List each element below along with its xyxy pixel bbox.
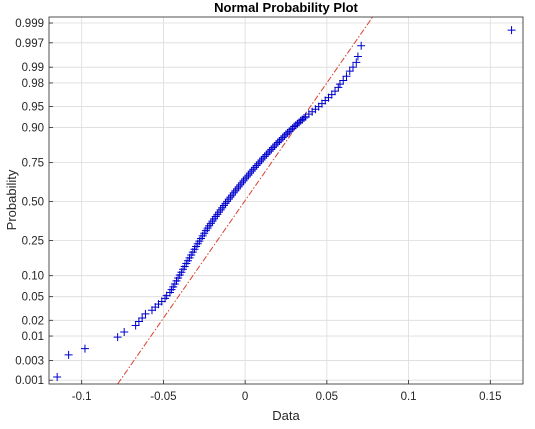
reference-line — [117, 16, 374, 385]
data-point — [249, 165, 258, 174]
data-point — [352, 58, 361, 67]
data-point — [507, 26, 516, 35]
axes-background — [49, 17, 523, 384]
data-points — [53, 26, 516, 382]
data-point — [239, 176, 248, 185]
data-point — [247, 167, 256, 176]
data-point — [131, 321, 140, 330]
x-tick-label: -0.1 — [72, 391, 92, 403]
data-point — [335, 80, 344, 89]
data-point — [331, 87, 340, 96]
y-tick-label: 0.999 — [15, 18, 44, 30]
data-point — [317, 99, 326, 108]
data-point — [264, 148, 273, 157]
y-ticks: 0.001 0.003 0.01 0.02 0.05 0.10 0.25 0.50 0.75 0.… — [15, 18, 53, 387]
data-point — [278, 133, 287, 142]
chart-title: Normal Probability Plot — [214, 0, 358, 15]
data-point — [234, 182, 243, 191]
y-tick-label: 0.05 — [22, 292, 44, 304]
data-point — [273, 138, 282, 147]
y-tick-label: 0.997 — [15, 38, 44, 50]
y-tick-label: 0.75 — [22, 158, 44, 170]
data-point — [255, 157, 264, 166]
data-point — [147, 306, 156, 315]
y-tick-label: 0.99 — [22, 62, 44, 74]
y-tick-label: 0.01 — [22, 331, 44, 343]
x-axis-label: Data — [272, 408, 300, 423]
data-point — [138, 314, 147, 323]
data-point — [250, 163, 259, 172]
data-point — [339, 76, 348, 85]
data-point — [277, 135, 286, 144]
data-point — [241, 174, 250, 183]
y-tick-label: 0.001 — [15, 375, 44, 387]
y-tick-label: 0.003 — [15, 355, 44, 367]
data-point — [242, 172, 251, 181]
data-point — [80, 344, 89, 353]
data-point — [141, 309, 150, 318]
x-tick-label: 0.05 — [316, 391, 338, 403]
data-point — [268, 143, 277, 152]
y-tick-label: 0.95 — [22, 102, 44, 114]
data-point — [334, 83, 343, 92]
x-ticks: -0.1 -0.05 0 0.05 0.1 0.15 — [72, 380, 502, 403]
data-point — [357, 41, 366, 50]
data-point — [260, 152, 269, 161]
y-tick-label: 0.90 — [22, 123, 44, 135]
x-tick-label: 0 — [242, 391, 248, 403]
data-point — [286, 125, 295, 134]
data-point — [221, 199, 230, 208]
data-point — [64, 350, 73, 359]
data-point — [342, 72, 351, 81]
data-point — [259, 154, 268, 163]
data-point — [53, 373, 62, 382]
y-tick-label: 0.02 — [22, 315, 44, 327]
y-tick-label: 0.50 — [22, 197, 44, 209]
data-point — [231, 186, 240, 195]
data-point — [252, 161, 261, 170]
data-point — [236, 180, 245, 189]
data-point — [257, 156, 266, 165]
data-point — [232, 184, 241, 193]
y-tick-label: 0.10 — [22, 271, 44, 283]
grid — [49, 17, 523, 384]
data-point — [226, 193, 235, 202]
data-point — [299, 114, 308, 123]
data-point — [134, 317, 143, 326]
data-point — [113, 333, 122, 342]
data-point — [327, 90, 336, 99]
data-point — [275, 136, 284, 145]
data-point — [229, 188, 238, 197]
data-point — [120, 328, 129, 337]
data-point — [224, 195, 233, 204]
x-tick-label: -0.05 — [150, 391, 176, 403]
data-point — [345, 67, 354, 76]
data-point — [254, 159, 263, 168]
data-point — [237, 178, 246, 187]
x-tick-label: 0.1 — [401, 391, 417, 403]
data-point — [246, 169, 255, 178]
data-point — [353, 52, 362, 61]
data-point — [244, 171, 253, 180]
y-tick-label: 0.98 — [22, 78, 44, 90]
data-point — [349, 63, 358, 72]
y-tick-label: 0.25 — [22, 236, 44, 248]
data-point — [267, 145, 276, 154]
data-point — [265, 147, 274, 156]
axes-box — [48, 16, 524, 385]
data-point — [270, 142, 279, 151]
reference-line-group — [117, 16, 374, 385]
x-tick-label: 0.15 — [479, 391, 501, 403]
y-axis-label: Probability — [4, 169, 19, 230]
data-point — [272, 140, 281, 149]
data-point — [262, 150, 271, 159]
